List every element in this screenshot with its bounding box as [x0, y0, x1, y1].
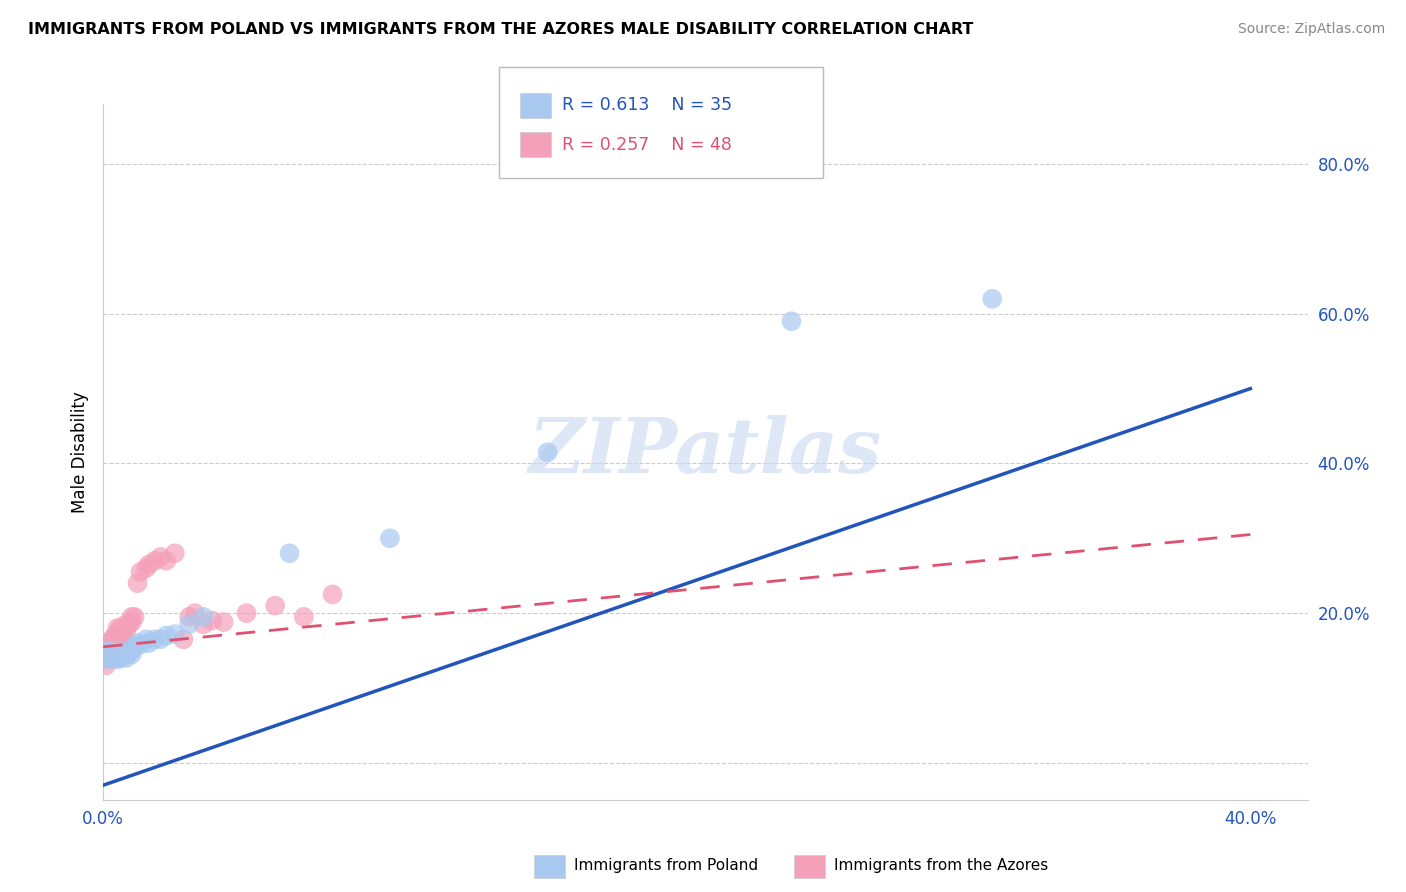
Point — [118, 645, 141, 659]
Point — [179, 617, 201, 632]
Point — [107, 621, 129, 635]
Point — [135, 561, 157, 575]
Point — [112, 649, 135, 664]
Point — [112, 629, 135, 643]
Point — [378, 531, 401, 545]
Point — [155, 629, 177, 643]
Text: R = 0.613    N = 35: R = 0.613 N = 35 — [562, 96, 733, 114]
Point — [110, 632, 132, 647]
Point — [292, 610, 315, 624]
Point — [193, 617, 215, 632]
Point — [97, 647, 120, 661]
Point — [235, 606, 257, 620]
Point — [100, 632, 122, 647]
Text: Source: ZipAtlas.com: Source: ZipAtlas.com — [1237, 22, 1385, 37]
Point — [537, 445, 560, 459]
Point — [121, 610, 143, 624]
Point — [212, 615, 235, 629]
Point — [100, 640, 122, 654]
Point — [107, 629, 129, 643]
Text: IMMIGRANTS FROM POLAND VS IMMIGRANTS FROM THE AZORES MALE DISABILITY CORRELATION: IMMIGRANTS FROM POLAND VS IMMIGRANTS FRO… — [28, 22, 973, 37]
Text: ZIPatlas: ZIPatlas — [529, 415, 882, 489]
Point — [115, 647, 138, 661]
Point — [179, 610, 201, 624]
Point — [143, 554, 166, 568]
Point — [100, 645, 122, 659]
Point — [149, 632, 172, 647]
Point — [94, 647, 117, 661]
Point — [121, 615, 143, 629]
Y-axis label: Male Disability: Male Disability — [72, 392, 89, 513]
Point — [104, 640, 127, 654]
Point — [94, 658, 117, 673]
Point — [110, 629, 132, 643]
Text: R = 0.257    N = 48: R = 0.257 N = 48 — [562, 136, 733, 153]
Point — [97, 643, 120, 657]
Point — [115, 651, 138, 665]
Point — [107, 652, 129, 666]
Point — [184, 606, 207, 620]
Point — [97, 636, 120, 650]
Point — [780, 314, 803, 328]
Point — [110, 645, 132, 659]
Point — [981, 292, 1004, 306]
Point — [172, 632, 194, 647]
Point — [138, 558, 160, 572]
Point — [100, 645, 122, 659]
Point — [115, 617, 138, 632]
Point — [201, 614, 224, 628]
Point — [278, 546, 301, 560]
Point — [107, 636, 129, 650]
Point — [127, 576, 149, 591]
Point — [127, 636, 149, 650]
Point — [322, 587, 344, 601]
Point — [163, 546, 186, 560]
Point — [97, 651, 120, 665]
Point — [129, 638, 152, 652]
Point — [124, 640, 146, 654]
Point — [193, 610, 215, 624]
Point — [94, 643, 117, 657]
Point — [135, 632, 157, 647]
Point — [264, 599, 287, 613]
Point — [94, 651, 117, 665]
Point — [97, 643, 120, 657]
Point — [155, 554, 177, 568]
Point — [143, 632, 166, 647]
Point — [149, 549, 172, 564]
Point — [110, 651, 132, 665]
Point — [100, 649, 122, 664]
Text: Immigrants from Poland: Immigrants from Poland — [574, 858, 758, 872]
Point — [104, 647, 127, 661]
Point — [104, 651, 127, 665]
Point — [121, 647, 143, 661]
Point — [124, 610, 146, 624]
Point — [104, 636, 127, 650]
Point — [138, 636, 160, 650]
Point — [112, 624, 135, 639]
Point — [163, 627, 186, 641]
Point — [107, 632, 129, 647]
Point — [104, 629, 127, 643]
Point — [110, 621, 132, 635]
Point — [94, 647, 117, 661]
Text: Immigrants from the Azores: Immigrants from the Azores — [834, 858, 1047, 872]
Point — [94, 640, 117, 654]
Point — [115, 624, 138, 639]
Point — [118, 617, 141, 632]
Point — [100, 651, 122, 665]
Point — [121, 643, 143, 657]
Point — [129, 565, 152, 579]
Point — [112, 645, 135, 659]
Point — [107, 647, 129, 661]
Point — [97, 652, 120, 666]
